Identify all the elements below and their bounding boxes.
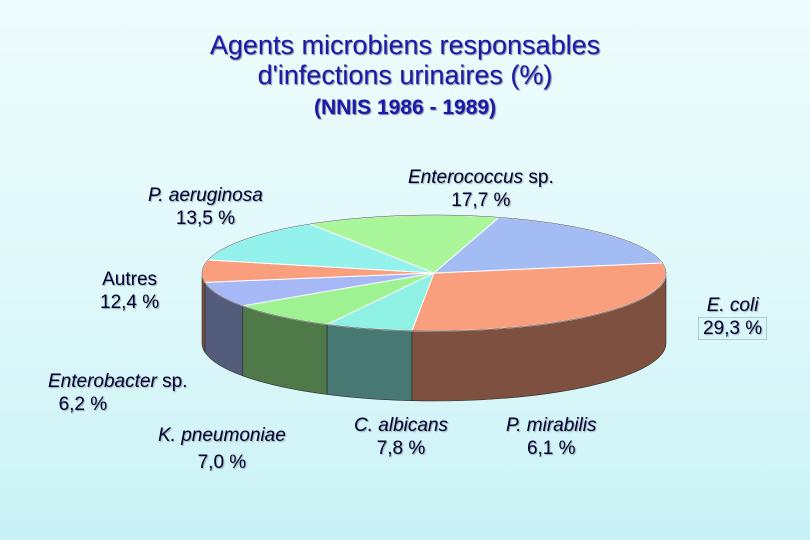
label-p-aeruginosa: P. aeruginosa 13,5 % [148, 185, 263, 229]
label-c-albicans: C. albicans 7,8 % [354, 415, 448, 459]
label-k-pneumoniae: K. pneumoniae 7,0 % [158, 425, 286, 473]
label-enterococcus: Enterococcus sp. 17,7 % [408, 167, 554, 211]
pie-side-4 [201, 272, 206, 354]
pie-rim [201, 214, 667, 332]
label-p-mirabilis: P. mirabilis 6,1 % [506, 415, 597, 459]
pie-side-1 [326, 324, 413, 402]
label-e-coli: E. coli 29,3 % [698, 294, 768, 340]
title-line-3: (NNIS 1986 - 1989) [313, 96, 497, 119]
title-line-1: Agents microbiens responsables [209, 30, 601, 60]
label-enterobacter: Enterobacter sp. 6,2 % [48, 371, 188, 415]
label-autres: Autres 12,4 % [100, 269, 160, 313]
chart-title: Agents microbiens responsables d'infecti… [0, 30, 810, 120]
title-line-2: d'infections urinaires (%) [257, 60, 553, 90]
